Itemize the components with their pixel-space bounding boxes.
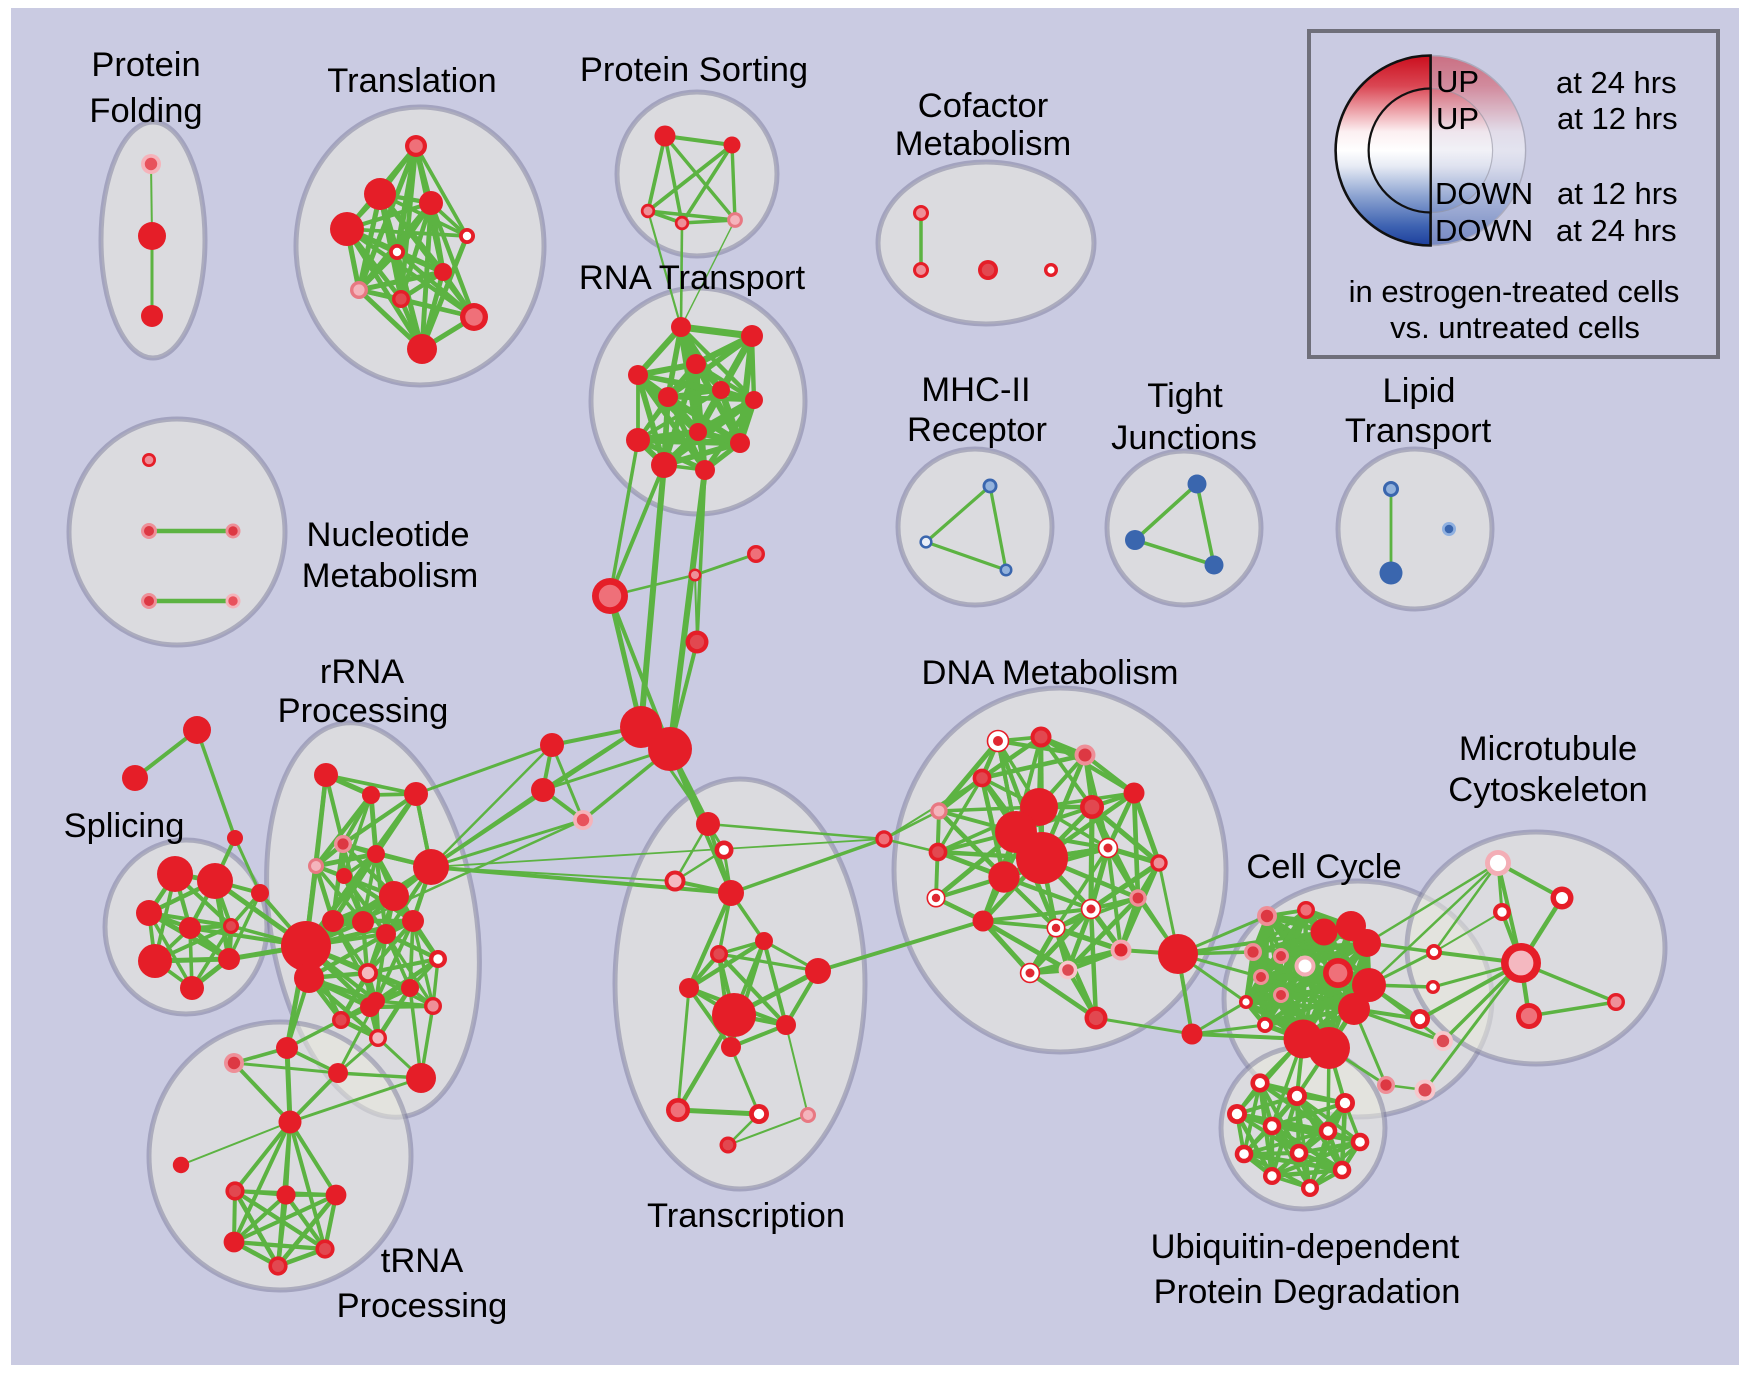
- svg-text:DOWN: DOWN: [1435, 213, 1533, 248]
- svg-text:Tight: Tight: [1147, 377, 1223, 415]
- svg-text:Ubiquitin-dependent: Ubiquitin-dependent: [1151, 1228, 1460, 1266]
- svg-text:UP: UP: [1436, 64, 1479, 99]
- svg-text:Metabolism: Metabolism: [302, 557, 478, 595]
- svg-text:Receptor: Receptor: [907, 411, 1047, 449]
- svg-text:MHC-II: MHC-II: [921, 371, 1030, 409]
- svg-text:Protein: Protein: [91, 46, 200, 84]
- svg-text:Cytoskeleton: Cytoskeleton: [1448, 771, 1647, 809]
- svg-text:Metabolism: Metabolism: [895, 125, 1071, 163]
- svg-text:DOWN: DOWN: [1435, 176, 1533, 211]
- svg-text:Microtubule: Microtubule: [1459, 730, 1637, 768]
- svg-text:Lipid: Lipid: [1383, 372, 1456, 410]
- svg-text:at 12 hrs: at 12 hrs: [1557, 176, 1678, 211]
- svg-text:at 12 hrs: at 12 hrs: [1557, 101, 1678, 136]
- svg-text:Folding: Folding: [89, 92, 202, 130]
- svg-text:Splicing: Splicing: [64, 807, 185, 845]
- svg-text:rRNA: rRNA: [320, 653, 404, 691]
- svg-text:UP: UP: [1436, 101, 1479, 136]
- svg-text:Processing: Processing: [278, 692, 449, 730]
- svg-text:Cell Cycle: Cell Cycle: [1246, 848, 1401, 886]
- svg-text:DNA Metabolism: DNA Metabolism: [922, 654, 1179, 692]
- svg-text:Transcription: Transcription: [647, 1197, 845, 1235]
- svg-text:in estrogen-treated cells: in estrogen-treated cells: [1349, 274, 1680, 309]
- svg-text:RNA Transport: RNA Transport: [579, 259, 806, 297]
- svg-text:vs. untreated cells: vs. untreated cells: [1390, 310, 1640, 345]
- svg-text:Processing: Processing: [337, 1287, 508, 1325]
- svg-text:at 24 hrs: at 24 hrs: [1556, 65, 1677, 100]
- svg-text:Cofactor: Cofactor: [918, 87, 1048, 125]
- svg-text:Translation: Translation: [327, 62, 496, 100]
- svg-text:at 24 hrs: at 24 hrs: [1556, 213, 1677, 248]
- svg-text:Protein Sorting: Protein Sorting: [580, 51, 808, 89]
- svg-text:Nucleotide: Nucleotide: [306, 516, 469, 554]
- svg-text:Protein Degradation: Protein Degradation: [1154, 1273, 1461, 1311]
- svg-text:Junctions: Junctions: [1111, 419, 1257, 457]
- svg-text:tRNA: tRNA: [381, 1242, 463, 1280]
- svg-text:Transport: Transport: [1345, 412, 1492, 450]
